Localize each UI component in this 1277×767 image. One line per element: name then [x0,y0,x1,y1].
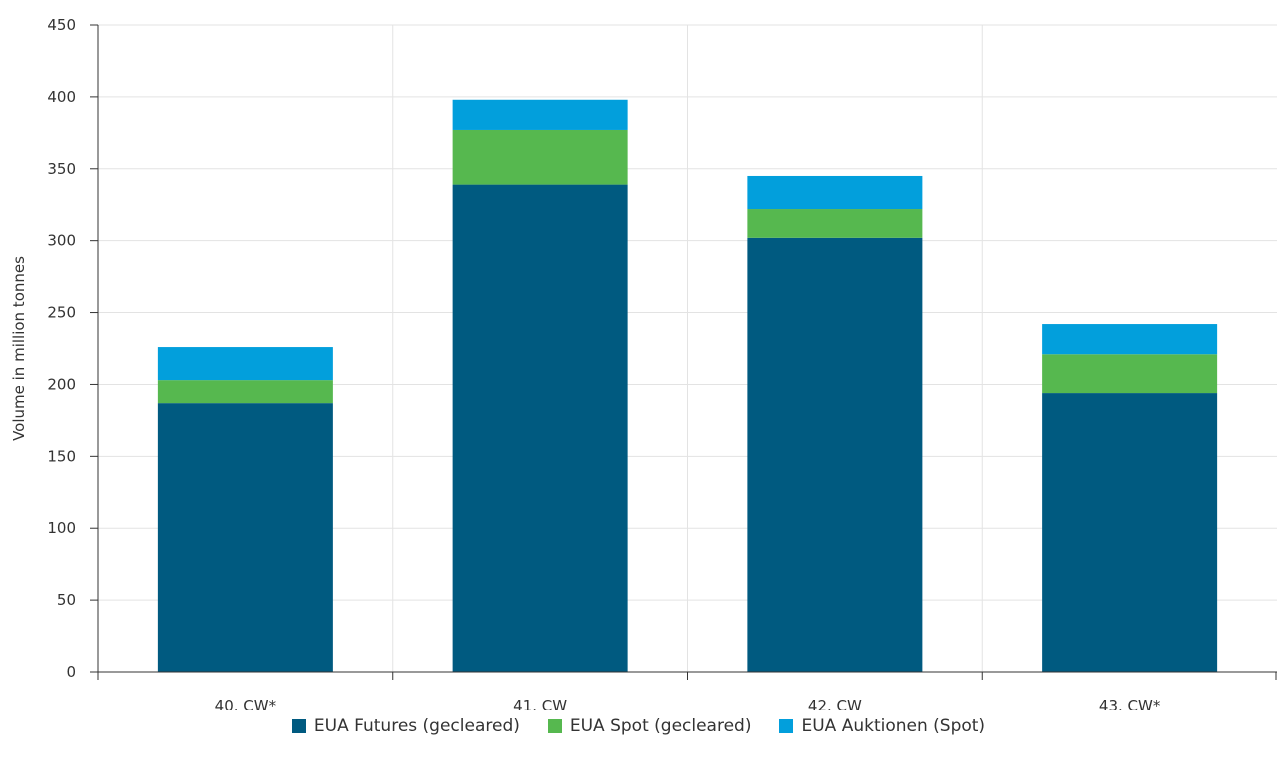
legend-item: EUA Spot (gecleared) [547,716,752,736]
y-tick-label: 250 [47,304,76,322]
y-tick-label: 150 [47,447,76,465]
bars [157,99,1218,673]
bar-segment [747,209,923,238]
legend-item: EUA Auktionen (Spot) [779,716,985,736]
bar-segment [157,347,333,381]
legend: EUA Futures (gecleared) EUA Spot (geclear… [0,716,1277,736]
bar-segment [452,184,628,673]
stacked-bar-chart: 0 50 100 150 200 250 300 350 400 450 40. CW* 41. C… [10,16,1277,710]
y-tick-label: 350 [47,160,76,178]
bar-segment [747,175,923,210]
x-tick-label: 41. CW [513,697,567,710]
legend-item: EUA Futures (gecleared) [291,716,520,736]
x-tick-label: 43. CW* [1099,697,1161,710]
bar-segment [1042,393,1218,672]
bar-segment [157,403,333,672]
legend-swatch [779,719,794,733]
y-tick-label: 400 [47,88,76,106]
legend-swatch [547,719,562,733]
legend-label: EUA Spot (gecleared) [569,716,752,736]
bar-segment [1042,324,1218,355]
bar-segment [747,237,923,672]
legend-label: EUA Futures (gecleared) [313,716,520,736]
y-tick-label: 50 [57,591,76,609]
y-tick-label: 0 [66,663,76,681]
y-tick-label: 300 [47,232,76,250]
y-tick-label: 100 [47,519,76,537]
bar-segment [452,129,628,185]
bar-segment [157,380,333,404]
x-tick-label: 42. CW [808,697,862,710]
bar-segment [452,99,628,130]
x-tick-labels: 40. CW* 41. CW 42. CW 43. CW* [215,697,1161,710]
x-tick-label: 40. CW* [215,697,277,710]
legend-swatch [291,719,306,733]
y-tick-label: 200 [47,375,76,393]
y-axis-title: Volume in million tonnes [10,256,28,441]
y-tick-labels: 0 50 100 150 200 250 300 350 400 450 [47,16,76,681]
legend-label: EUA Auktionen (Spot) [801,716,986,736]
axes [90,24,1277,680]
y-tick-label: 450 [47,16,76,34]
bar-segment [1042,354,1218,394]
